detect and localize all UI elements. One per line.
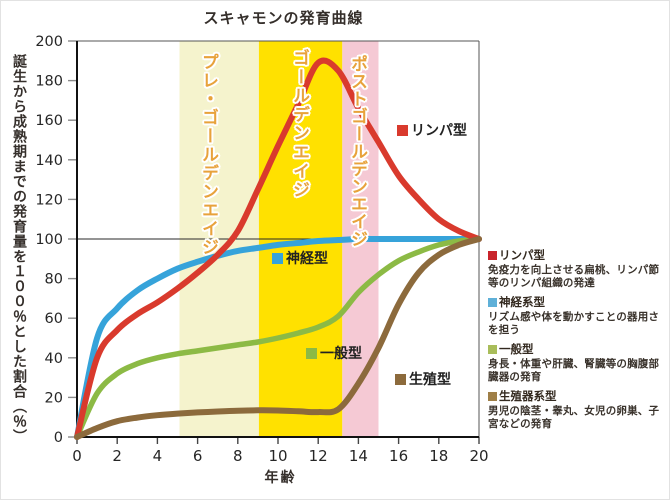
x-axis-label: 年齢 <box>264 470 297 486</box>
svg-text:16: 16 <box>389 447 408 465</box>
legend: リンパ型 免疫力を向上させる扁桃、リンパ節等のリンパ組織の発達 神経系型 リズム… <box>488 249 669 431</box>
legend-body-text: リズム感や体を動かすことの器用さを担う <box>488 311 660 336</box>
legend-heading: 生殖器系型 <box>488 390 669 403</box>
svg-text:40: 40 <box>45 351 63 367</box>
general-legend-swatch <box>488 345 497 354</box>
legend-body-text: 免疫力を向上させる扁桃、リンパ節等のリンパ組織の発達 <box>488 264 660 289</box>
legend-heading-text: 神経系型 <box>499 295 545 309</box>
series-label-genital: 生殖型 <box>395 369 451 389</box>
series-label-text: リンパ型 <box>411 123 467 139</box>
svg-text:20: 20 <box>469 447 488 465</box>
legend-item-genital: 生殖器系型 男児の陰茎・睾丸、女児の卵巣、子宮などの発育 <box>488 390 669 431</box>
svg-text:0: 0 <box>54 430 63 446</box>
svg-text:60: 60 <box>45 311 63 327</box>
legend-heading-text: 一般型 <box>499 342 534 356</box>
legend-heading-text: 生殖器系型 <box>499 389 557 403</box>
svg-text:20: 20 <box>45 390 63 406</box>
svg-text:8: 8 <box>233 447 243 465</box>
svg-text:4: 4 <box>153 447 163 465</box>
svg-text:180: 180 <box>35 74 63 90</box>
svg-text:0: 0 <box>72 447 82 465</box>
svg-text:18: 18 <box>429 447 448 465</box>
legend-item-neural: 神経系型 リズム感や体を動かすことの器用さを担う <box>488 296 669 337</box>
band-label-golden-age: ゴールデンエイジ <box>289 49 309 200</box>
band-label-post-golden-age: ポストゴールデンエイジ <box>347 55 367 248</box>
genital-swatch <box>395 373 406 385</box>
series-label-text: 一般型 <box>320 346 362 362</box>
legend-heading-text: リンパ型 <box>499 248 545 262</box>
lymphoid-legend-swatch <box>488 251 497 260</box>
general-swatch <box>306 347 317 359</box>
svg-text:200: 200 <box>35 34 63 50</box>
genital-legend-swatch <box>488 392 497 401</box>
legend-heading: 神経系型 <box>488 296 669 309</box>
legend-body-text: 男児の陰茎・睾丸、女児の卵巣、子宮などの発育 <box>488 405 660 430</box>
series-label-lymphoid: リンパ型 <box>397 120 467 140</box>
legend-item-lymphoid: リンパ型 免疫力を向上させる扁桃、リンパ節等のリンパ組織の発達 <box>488 249 669 290</box>
svg-text:14: 14 <box>349 447 368 465</box>
neural-legend-swatch <box>488 298 497 307</box>
y-axis-label: 誕生から成熟期までの発育量を１００％とした割合（％） <box>11 54 27 444</box>
series-label-neural: 神経型 <box>272 248 328 268</box>
svg-text:6: 6 <box>193 447 203 465</box>
lymphoid-swatch <box>397 124 408 136</box>
band-label-pre-golden-age: プレ・ゴールデンエイジ <box>198 53 218 257</box>
svg-text:80: 80 <box>45 272 63 288</box>
series-label-text: 神経型 <box>286 251 328 267</box>
svg-text:2: 2 <box>112 447 122 465</box>
page-title: スキャモンの発育曲線 <box>203 9 364 27</box>
svg-text:140: 140 <box>35 153 63 169</box>
series-label-general: 一般型 <box>306 343 362 363</box>
series-label-text: 生殖型 <box>409 372 451 388</box>
svg-text:100: 100 <box>35 232 63 248</box>
neural-swatch <box>272 252 283 264</box>
legend-item-general: 一般型 身長・体重や肝臓、腎臓等の胸腹部臓器の発育 <box>488 343 669 384</box>
legend-heading: 一般型 <box>488 343 669 356</box>
svg-text:120: 120 <box>35 192 63 208</box>
svg-text:10: 10 <box>268 447 287 465</box>
svg-text:160: 160 <box>35 113 63 129</box>
legend-heading: リンパ型 <box>488 249 669 262</box>
svg-text:12: 12 <box>309 447 328 465</box>
legend-body-text: 身長・体重や肝臓、腎臓等の胸腹部臓器の発育 <box>488 358 660 383</box>
